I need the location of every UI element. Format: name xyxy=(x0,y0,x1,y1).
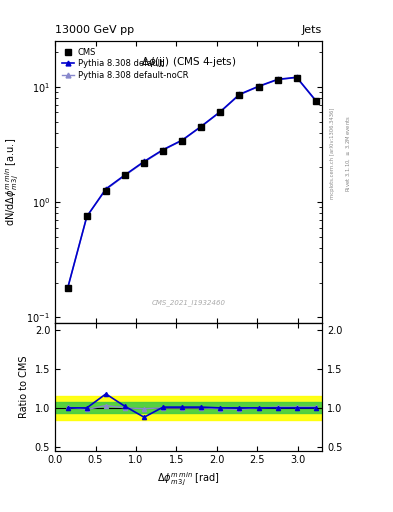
Pythia 8.308 default xyxy=(180,137,185,143)
Text: Rivet 3.1.10, $\geq$ 3.2M events: Rivet 3.1.10, $\geq$ 3.2M events xyxy=(344,115,352,192)
Pythia 8.308 default-noCR xyxy=(161,147,165,153)
Pythia 8.308 default-noCR xyxy=(275,77,280,83)
Pythia 8.308 default-noCR xyxy=(65,285,70,291)
Pythia 8.308 default xyxy=(275,76,280,82)
Pythia 8.308 default-noCR xyxy=(180,137,185,143)
Pythia 8.308 default xyxy=(237,91,242,97)
Pythia 8.308 default-noCR xyxy=(314,98,318,104)
Text: $\Delta\phi$(jj) (CMS 4-jets): $\Delta\phi$(jj) (CMS 4-jets) xyxy=(141,55,236,69)
Line: CMS: CMS xyxy=(64,75,319,291)
Pythia 8.308 default xyxy=(65,285,70,291)
Line: Pythia 8.308 default: Pythia 8.308 default xyxy=(65,75,318,290)
CMS xyxy=(256,84,261,90)
CMS xyxy=(180,138,185,144)
Pythia 8.308 default-noCR xyxy=(256,83,261,90)
CMS xyxy=(123,173,127,179)
Pythia 8.308 default-noCR xyxy=(123,173,127,179)
Pythia 8.308 default-noCR xyxy=(199,123,204,130)
Pythia 8.308 default-noCR xyxy=(218,109,223,115)
CMS xyxy=(199,124,204,130)
CMS xyxy=(161,147,165,154)
Pythia 8.308 default-noCR xyxy=(142,159,147,165)
Pythia 8.308 default xyxy=(314,97,318,103)
CMS xyxy=(218,109,223,115)
Legend: CMS, Pythia 8.308 default, Pythia 8.308 default-noCR: CMS, Pythia 8.308 default, Pythia 8.308 … xyxy=(59,45,191,82)
Pythia 8.308 default xyxy=(103,186,108,192)
Pythia 8.308 default xyxy=(123,172,127,178)
CMS xyxy=(65,285,70,291)
CMS xyxy=(237,92,242,98)
X-axis label: $\Delta\phi^{m\,min}_{m\,3j}$ [rad]: $\Delta\phi^{m\,min}_{m\,3j}$ [rad] xyxy=(157,471,220,488)
CMS xyxy=(84,214,89,220)
Pythia 8.308 default xyxy=(142,158,147,164)
Text: Jets: Jets xyxy=(302,25,322,35)
Y-axis label: Ratio to CMS: Ratio to CMS xyxy=(19,355,29,418)
Pythia 8.308 default-noCR xyxy=(237,92,242,98)
Pythia 8.308 default xyxy=(294,74,299,80)
Pythia 8.308 default-noCR xyxy=(84,214,89,220)
Text: 13000 GeV pp: 13000 GeV pp xyxy=(55,25,134,35)
Pythia 8.308 default-noCR xyxy=(103,187,108,193)
CMS xyxy=(142,160,147,166)
Pythia 8.308 default xyxy=(161,146,165,153)
Pythia 8.308 default xyxy=(218,109,223,115)
CMS xyxy=(294,75,299,81)
CMS xyxy=(275,77,280,83)
Y-axis label: dN/d$\Delta\phi^{m\,min}_{m\,3j}$ [a.u.]: dN/d$\Delta\phi^{m\,min}_{m\,3j}$ [a.u.] xyxy=(4,138,21,226)
Pythia 8.308 default xyxy=(199,123,204,130)
Pythia 8.308 default xyxy=(84,214,89,220)
Line: Pythia 8.308 default-noCR: Pythia 8.308 default-noCR xyxy=(65,75,318,290)
Text: CMS_2021_I1932460: CMS_2021_I1932460 xyxy=(152,299,226,306)
Pythia 8.308 default-noCR xyxy=(294,75,299,81)
CMS xyxy=(103,188,108,194)
Pythia 8.308 default xyxy=(256,83,261,90)
CMS xyxy=(314,98,318,104)
Text: mcplots.cern.ch [arXiv:1306.3436]: mcplots.cern.ch [arXiv:1306.3436] xyxy=(330,108,334,199)
